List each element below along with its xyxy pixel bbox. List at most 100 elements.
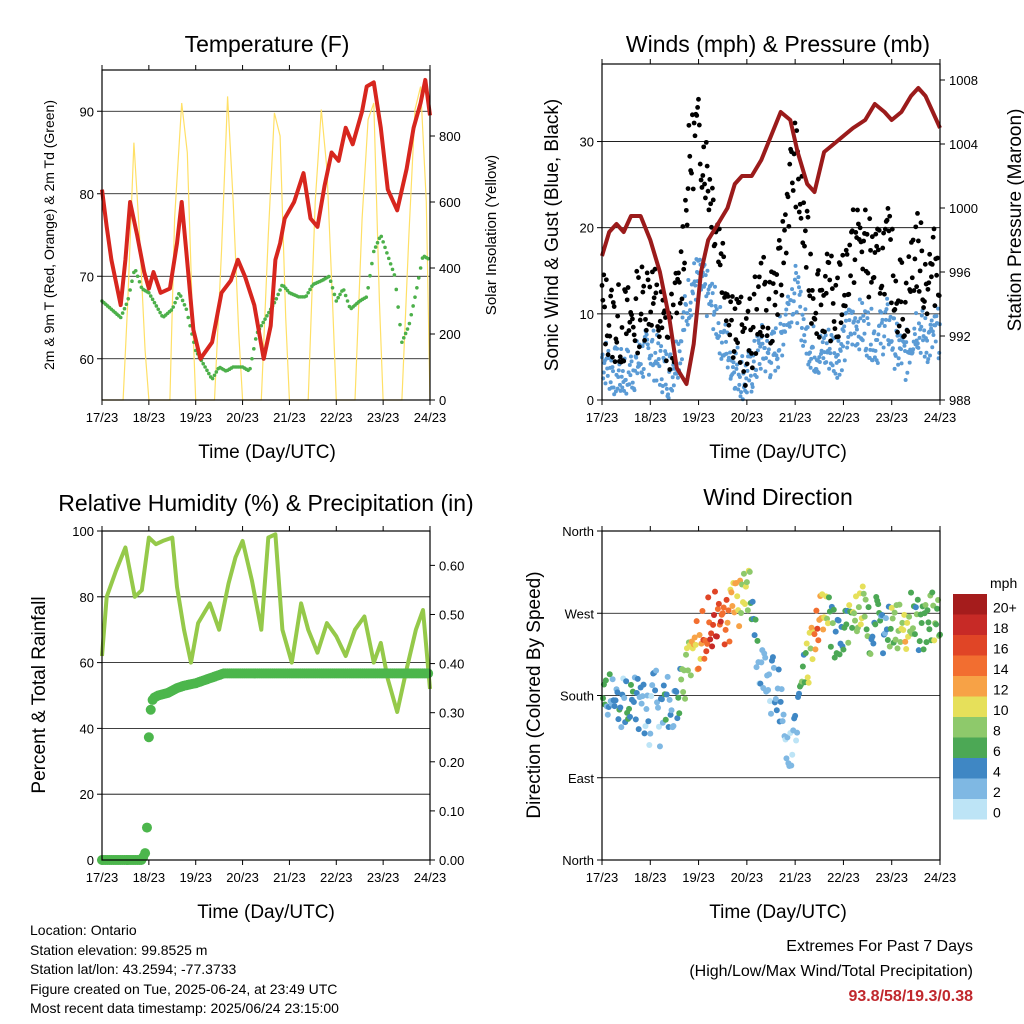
direction-point	[869, 633, 876, 640]
wind-gust-point	[890, 273, 896, 279]
wind-gust-point	[861, 238, 867, 244]
direction-point	[655, 704, 662, 711]
dewpoint-point	[178, 294, 183, 298]
wind-gust-point	[887, 213, 893, 219]
wind-gust-point	[648, 309, 654, 315]
direction-point	[725, 607, 732, 614]
colorbar-label: 14	[993, 661, 1009, 677]
wind-gust-point	[874, 243, 880, 249]
direction-point	[911, 631, 918, 638]
wind-speed-point	[645, 342, 650, 347]
wind-speed-point	[849, 332, 854, 337]
wind-gust-point	[915, 238, 921, 244]
wind-speed-point	[603, 381, 608, 386]
precipitation-point	[423, 668, 434, 679]
wind-speed-point	[766, 351, 771, 356]
wind-ylabel: Sonic Wind & Gust (Blue, Black)	[542, 99, 563, 371]
wind-xtick-label: 22/23	[827, 410, 860, 425]
direction-point	[678, 676, 685, 683]
direction-point	[719, 610, 726, 617]
wind-gust-point	[892, 307, 898, 312]
wind-y2tick-label: 1000	[949, 201, 978, 216]
wind-speed-point	[890, 346, 895, 351]
wind-speed-point	[734, 366, 739, 371]
wind-speed-point	[646, 346, 651, 351]
wind-speed-point	[664, 386, 669, 391]
wind-gust-point	[773, 289, 779, 295]
wind-speed-point	[850, 309, 855, 314]
wind-speed-point	[896, 356, 901, 361]
direction-point	[863, 626, 870, 633]
wind-gust-point	[818, 302, 824, 308]
direction-point	[684, 667, 691, 674]
wind-gust-point	[703, 139, 709, 145]
direction-point	[638, 700, 645, 707]
wind-gust-point	[831, 319, 837, 324]
direction-point	[934, 605, 941, 612]
wind-gust-point	[639, 264, 645, 270]
wind-speed-point	[616, 374, 621, 379]
wind-gust-point	[796, 209, 802, 215]
colorbar-label: 12	[993, 682, 1009, 698]
wind-speed-point	[679, 357, 684, 362]
wind-gust-point	[615, 313, 621, 319]
wind-gust-point	[641, 283, 647, 289]
dewpoint-point	[122, 306, 127, 311]
direction-point	[612, 697, 619, 704]
wind-gust-point	[839, 312, 845, 318]
wind-speed-point	[736, 387, 741, 392]
direction-point	[777, 698, 784, 705]
temp-xtick-label: 17/23	[86, 410, 119, 425]
wind-speed-point	[730, 365, 735, 370]
station-pressure-line	[600, 86, 942, 386]
wind-gust-point	[683, 207, 689, 213]
direction-point	[709, 643, 716, 650]
wind-gust-point	[694, 113, 700, 118]
dewpoint-point	[426, 256, 430, 261]
dewpoint-point	[366, 286, 370, 290]
wind-gust-point	[624, 297, 630, 303]
wind-gust-point	[929, 274, 934, 280]
dewpoint-point	[261, 320, 265, 325]
wind-gust-point	[751, 291, 757, 297]
colorbar-swatch	[953, 778, 987, 799]
direction-point	[740, 570, 747, 577]
temperature-2m-line	[100, 77, 432, 361]
wind-ytick-label: 20	[580, 221, 594, 236]
dewpoint-point	[180, 298, 185, 303]
wind-speed-point	[897, 338, 902, 343]
direction-point	[653, 667, 660, 674]
direction-point	[766, 671, 773, 678]
wind-speed-point	[873, 348, 878, 353]
wind-gust-point	[889, 226, 895, 232]
dewpoint-point	[210, 376, 215, 381]
wind-speed-point	[872, 329, 877, 334]
wind-speed-point	[757, 341, 762, 346]
direction-point	[680, 689, 687, 696]
wind-gust-point	[663, 358, 669, 364]
direction-point	[724, 619, 731, 626]
dewpoint-point	[334, 299, 339, 303]
wind-gust-point	[871, 274, 877, 280]
wind-speed-point	[638, 362, 643, 367]
wind-gust-point	[644, 270, 650, 276]
dewpoint-point	[147, 290, 151, 295]
direction-point	[701, 655, 708, 662]
wind-gust-point	[936, 293, 942, 298]
rh-plot-border	[101, 530, 431, 861]
temp-ylabel: 2m & 9m T (Red, Orange) & 2m Td (Green)	[41, 100, 57, 370]
direction-point	[754, 637, 761, 644]
wind-speed-point	[896, 362, 901, 367]
wind-gust-point	[806, 288, 812, 293]
direction-point	[662, 716, 669, 723]
dewpoint-point	[252, 347, 256, 351]
dewpoint-point	[375, 240, 380, 245]
dewpoint-point	[137, 279, 142, 284]
wind-speed-point	[903, 378, 908, 383]
dewpoint-point	[248, 366, 252, 371]
wind-gust-point	[783, 250, 789, 256]
wind-gust-point	[678, 249, 684, 255]
wind-y2tick-label: 988	[949, 393, 971, 408]
wind-speed-point	[710, 281, 715, 286]
wind-title: Winds (mph) & Pressure (mb)	[626, 31, 930, 57]
